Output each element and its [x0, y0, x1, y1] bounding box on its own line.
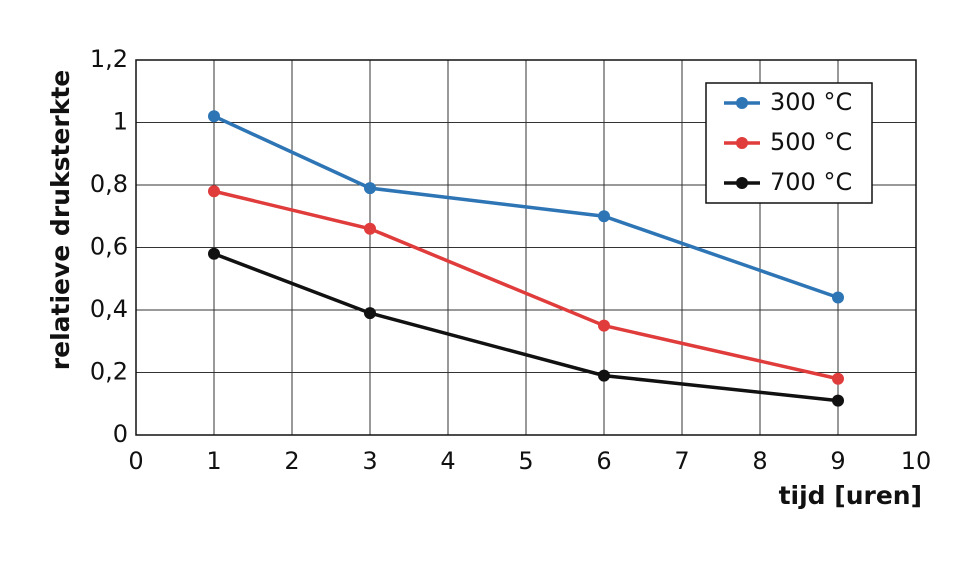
y-axis-label: relatieve druksterkte	[46, 70, 75, 370]
x-tick-label: 10	[901, 447, 932, 475]
data-point	[832, 394, 844, 407]
plot-frame	[135, 59, 917, 436]
series-line	[213, 252, 839, 403]
y-tick-label: 0	[113, 420, 128, 448]
x-tick-label: 3	[362, 447, 377, 475]
data-point	[598, 369, 610, 382]
x-tick-label: 4	[440, 447, 455, 475]
x-tick-label: 7	[674, 447, 689, 475]
x-tick-label: 9	[830, 447, 845, 475]
x-tick-label: 0	[128, 447, 143, 475]
data-point	[364, 222, 376, 235]
x-tick-label: 1	[206, 447, 221, 475]
x-axis-label: tijd [uren]	[779, 481, 922, 510]
y-tick-label: 0,8	[90, 170, 128, 198]
data-point	[208, 247, 220, 260]
data-point	[364, 182, 376, 195]
series-line	[213, 114, 839, 300]
y-tick-label: 1	[113, 108, 128, 136]
data-point	[832, 372, 844, 385]
x-tick-label: 8	[752, 447, 767, 475]
legend-marker	[736, 177, 748, 189]
data-point	[598, 319, 610, 332]
y-tick-label: 0,6	[90, 233, 128, 261]
legend-label: 700 °C	[770, 168, 852, 196]
data-point	[832, 291, 844, 304]
data-point	[208, 185, 220, 198]
series-line	[213, 189, 839, 381]
legend-marker	[736, 97, 748, 109]
x-tick-label: 2	[284, 447, 299, 475]
x-tick-label: 5	[518, 447, 533, 475]
data-point	[364, 307, 376, 320]
y-tick-label: 0,2	[90, 358, 128, 386]
x-tick-label: 6	[596, 447, 611, 475]
data-point	[208, 110, 220, 123]
legend-label: 500 °C	[770, 128, 852, 156]
y-tick-label: 1,2	[90, 45, 128, 73]
data-point	[598, 210, 610, 223]
legend-label: 300 °C	[770, 88, 852, 116]
legend-marker	[736, 137, 748, 149]
y-tick-label: 0,4	[90, 295, 128, 323]
